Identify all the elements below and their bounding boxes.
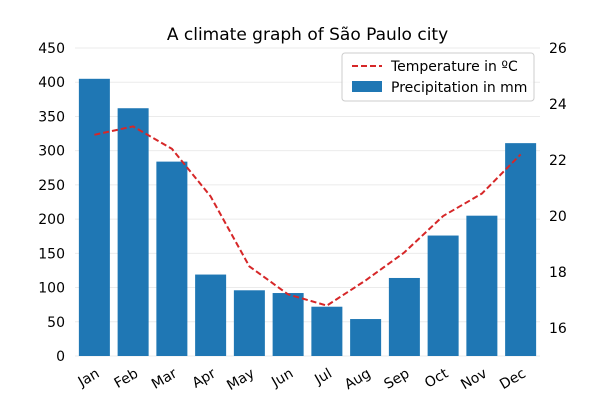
precipitation-bar: [311, 306, 343, 356]
left-y-tick-label: 250: [38, 178, 65, 194]
legend-box: [341, 52, 535, 102]
temperature-line: [94, 125, 522, 307]
left-y-tick-label: 150: [38, 246, 65, 262]
legend-precipitation-swatch: [352, 81, 382, 92]
precipitation-bar: [427, 235, 459, 356]
precipitation-bar: [156, 161, 188, 356]
right-y-axis: 16 18 20 22 24 26: [549, 41, 567, 337]
legend-precipitation-label: Precipitation in mm: [391, 80, 527, 96]
precipitation-bar: [350, 319, 382, 356]
x-tick-label: Nov: [458, 366, 490, 394]
x-tick-label: Jun: [268, 366, 296, 391]
x-tick-label: Dec: [497, 366, 528, 393]
left-y-tick-label: 300: [38, 144, 65, 160]
left-y-tick-label: 350: [38, 109, 65, 125]
precipitation-bar: [505, 143, 537, 356]
x-tick-label: Mar: [149, 365, 180, 392]
left-y-tick-label: 200: [38, 212, 65, 228]
left-y-tick-label: 400: [38, 75, 65, 91]
precipitation-bar: [388, 277, 420, 356]
left-y-axis: 0 50 100 150 200 250 300 350 400 450: [38, 41, 65, 365]
x-tick-label: Apr: [190, 365, 219, 391]
temperature-line-group: [94, 125, 522, 307]
x-tick-label: May: [224, 366, 257, 394]
x-axis: Jan Feb Mar Apr May Jun Jul Aug Sep Oct Nov Dec: [75, 365, 529, 394]
chart-title: A climate graph of São Paulo city: [167, 25, 448, 45]
x-tick-label: Jan: [75, 366, 103, 391]
right-y-tick-label: 22: [549, 153, 567, 169]
precipitation-bar: [466, 215, 498, 356]
precipitation-bar: [272, 293, 304, 356]
x-tick-label: Oct: [422, 365, 451, 391]
right-y-tick-label: 20: [549, 209, 567, 225]
left-y-tick-label: 0: [56, 349, 65, 365]
right-y-tick-label: 26: [549, 41, 567, 57]
left-y-tick-label: 450: [38, 41, 65, 57]
left-y-tick-label: 50: [47, 315, 65, 331]
x-tick-label: Aug: [342, 366, 374, 394]
precipitation-bar: [233, 290, 265, 356]
precipitation-bars: [78, 78, 537, 357]
right-y-tick-label: 24: [549, 97, 567, 113]
legend-temperature-label: Temperature in ºC: [390, 59, 518, 75]
right-y-tick-label: 16: [549, 321, 567, 337]
left-y-tick-label: 100: [38, 281, 65, 297]
x-tick-label: Feb: [112, 366, 142, 392]
precipitation-bar: [195, 274, 227, 356]
legend: Temperature in ºC Precipitation in mm: [341, 52, 535, 102]
x-tick-label: Sep: [382, 366, 413, 393]
precipitation-bar: [117, 108, 149, 356]
x-tick-label: Jul: [311, 366, 335, 389]
right-y-tick-label: 18: [549, 265, 567, 281]
grid-lines: [75, 47, 540, 357]
precipitation-bar: [78, 78, 110, 357]
